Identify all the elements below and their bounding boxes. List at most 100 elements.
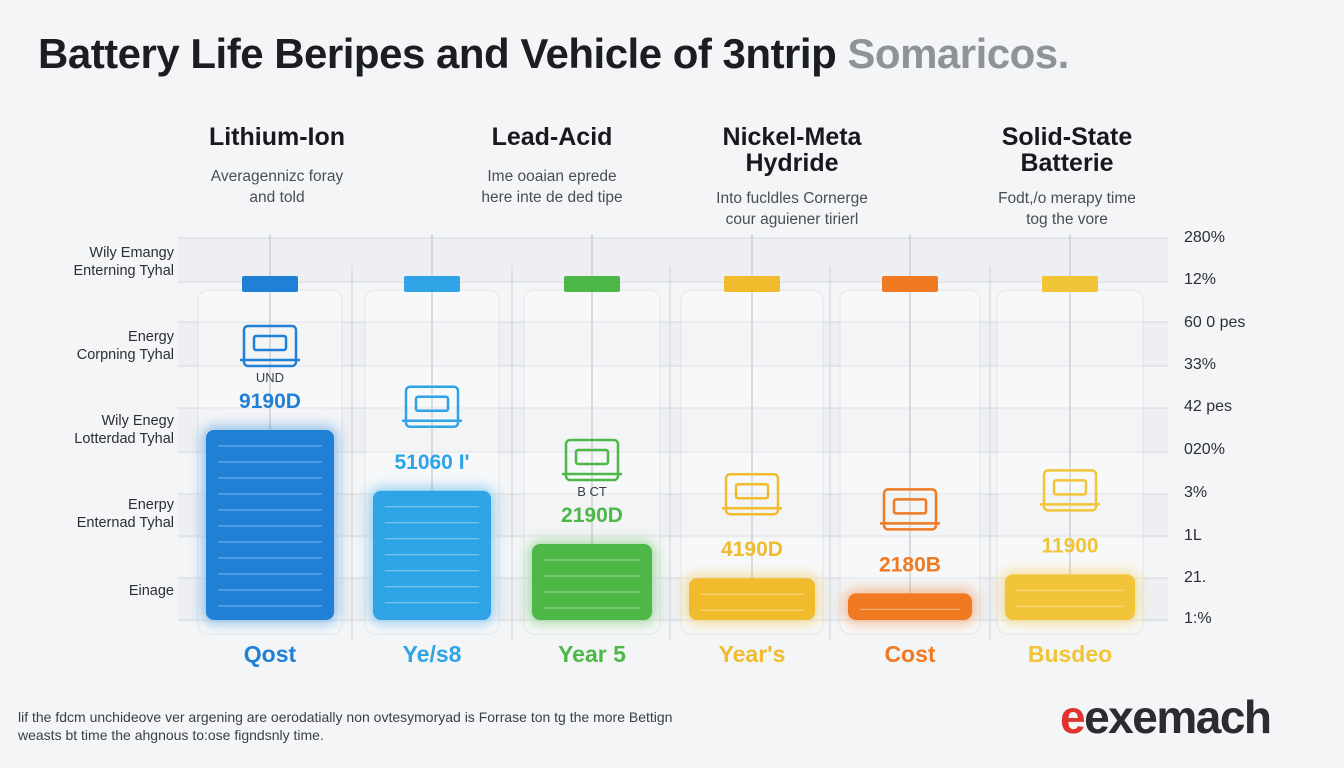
left-axis-label-line: Corpning Tyhal [76,347,174,363]
battery-cap [242,276,298,292]
group-title: Lead-Acid [432,124,672,150]
right-axis-tick: 1:% [1184,610,1212,627]
right-axis-tick: 33% [1184,356,1217,373]
footnote-line: weasts bt time the ahgnous to:ose fignds… [18,727,324,743]
left-axis-label: Wily Emangy Enterning Tyhal [74,244,175,280]
chart-bars: UND 9190D Qost 51060 I' Ye/s8 B CT 2190D Year 5… [197,234,1144,667]
chart-title: Battery Life Beripes and Vehicle of 3ntr… [38,30,1069,78]
battery-pack-icon [1040,469,1100,512]
icon-body [564,438,620,482]
grid-band [178,408,1168,452]
group-title-line: Batterie [1020,149,1114,177]
group-title-line: Lithium-Ion [208,123,346,151]
bar-value-label: 9190D [239,390,301,413]
icon-body [1042,469,1098,512]
bar [1005,574,1135,620]
group-title-line: Hydride [745,149,839,177]
bar [532,544,652,620]
left-axis-label-line: Enerpy [128,497,174,513]
bar [373,490,491,620]
left-axis-label: Energy Corpning Tyhal [77,328,174,364]
right-axis-tick: 020% [1184,441,1225,458]
logo-mark-icon: e [1060,691,1086,743]
category-label: Year's [719,641,786,667]
group-subtitle-line: Into fucldles Cornerge [716,190,868,207]
battery-cap [882,276,938,292]
vehicle-icon [562,438,622,482]
bar-value-label: 51060 I' [394,451,469,474]
left-axis-label-line: Energy [128,329,174,345]
group-title: Lithium-Ion [157,124,397,150]
group-header: Nickel-Meta Hydride Into fucldles Cornerge… [672,124,912,230]
footnote: lif the fdcm unchideove ver argening are… [18,708,672,744]
battery-cap [564,276,620,292]
footnote-line: lif the fdcm unchideove ver argening are… [18,709,673,725]
bar-value-label: 2190D [561,504,623,527]
right-axis-tick: 3% [1184,484,1208,501]
icon-panel [252,334,288,352]
left-axis-label-line: Einage [128,583,174,599]
icon-body [882,488,938,531]
icon-panel [734,482,770,500]
grid-band [178,494,1168,538]
bar-value-label: 11900 [1041,534,1098,557]
bar-value-label: 2180B [879,553,941,576]
right-axis-tick: 60 0 pes [1184,314,1246,331]
category-label: Ye/s8 [403,641,462,667]
chart-title-gray: Somaricos. [847,30,1069,77]
left-axis-label-line: Wily Enegy [101,413,174,429]
right-axis-tick: 1L [1184,527,1202,544]
bar-sub-label: UND [256,370,284,385]
left-axis-label: Einage [129,582,174,600]
bar-value-label: 4190D [721,538,783,561]
group-title-line: Lead-Acid [491,123,613,151]
left-axis-label-line: Wily Emangy [89,245,174,261]
logo-text: exemach [1084,691,1272,743]
group-title: Nickel-Meta Hydride [672,124,912,176]
group-subtitle: Fodt,/o merapy time tog the vore [947,188,1187,230]
bar [689,578,815,620]
left-axis-label-line: Lotterdad Tyhal [74,431,174,447]
group-header: Lithium-Ion Averagennizc foray and told [157,124,397,208]
group-subtitle: Into fucldles Cornerge cour aguiener tiri… [672,188,912,230]
chart-gridlines [178,237,1168,640]
icon-body [404,385,460,429]
category-label: Year 5 [558,641,626,667]
icon-panel [414,395,450,413]
grid-band [178,322,1168,366]
group-subtitle-line: tog the vore [1026,211,1108,228]
icon-panel [1052,479,1088,496]
battery-cap [1042,276,1098,292]
bar [848,593,972,620]
motor-icon [880,488,940,531]
group-subtitle: Averagennizc foray and told [157,166,397,208]
right-axis-tick: 280% [1184,229,1225,246]
group-title: Solid-State Batterie [947,124,1187,176]
icon-panel [574,448,610,466]
category-label: Busdeo [1028,641,1112,667]
category-label: Cost [884,641,935,667]
icon-panel [892,498,928,515]
group-subtitle-line: here inte de ded tipe [481,189,623,206]
group-subtitle-line: Fodt,/o merapy time [998,190,1136,207]
chart-title-main: Battery Life Beripes and Vehicle of 3ntr… [38,30,837,77]
right-axis-tick: 12% [1184,271,1217,288]
left-axis-label: Enerpy Enternad Tyhal [77,496,174,532]
left-axis-label-line: Enterning Tyhal [73,263,175,279]
brand-logo: eexemach [1060,690,1272,744]
group-subtitle-line: Averagennizc foray [210,168,344,185]
battery-meter-icon [402,385,462,429]
left-axis-label: Wily Enegy Lotterdad Tyhal [74,412,174,448]
icon-body [724,472,780,516]
group-header: Lead-Acid Ime ooaian eprede here inte de d… [432,124,672,208]
group-header: Solid-State Batterie Fodt,/o merapy time to… [947,124,1187,230]
grid-band [178,238,1168,282]
group-title-line: Nickel-Meta [722,123,862,151]
category-label: Qost [244,641,297,667]
bar [206,430,334,620]
group-subtitle-line: cour aguiener tirierl [725,211,859,228]
battery-cap [404,276,460,292]
right-axis-tick: 42 pes [1184,398,1233,415]
right-axis-tick: 21. [1184,569,1207,586]
